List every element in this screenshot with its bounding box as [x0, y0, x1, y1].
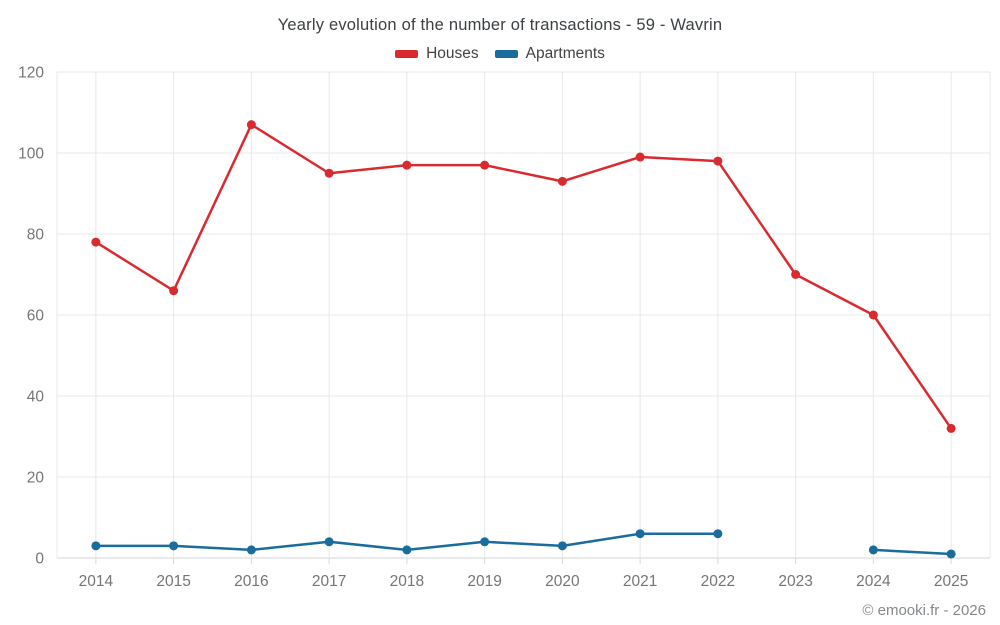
data-point-apartments-2014[interactable] — [91, 541, 101, 551]
data-point-apartments-2025[interactable] — [946, 549, 956, 559]
data-point-apartments-2024[interactable] — [868, 545, 878, 555]
x-tick-label: 2016 — [234, 573, 268, 590]
data-point-apartments-2016[interactable] — [246, 545, 256, 555]
x-tick-label: 2014 — [79, 573, 114, 590]
x-tick-label: 2025 — [934, 573, 968, 590]
data-point-houses-2024[interactable] — [868, 310, 878, 320]
x-tick-label: 2020 — [545, 573, 580, 590]
apartments-legend-label: Apartments — [525, 45, 605, 62]
y-tick-label: 120 — [18, 65, 44, 82]
y-tick-label: 0 — [35, 551, 44, 568]
x-tick-label: 2024 — [856, 573, 891, 590]
data-point-apartments-2020[interactable] — [557, 541, 567, 551]
x-tick-label: 2017 — [312, 573, 346, 590]
data-point-apartments-2018[interactable] — [402, 545, 412, 555]
legend-item-apartments[interactable]: Apartments — [494, 45, 605, 63]
houses-legend-label: Houses — [426, 45, 479, 62]
x-tick-label: 2015 — [156, 573, 190, 590]
x-tick-label: 2018 — [390, 573, 424, 590]
data-point-houses-2020[interactable] — [557, 176, 567, 186]
data-point-apartments-2021[interactable] — [635, 529, 645, 539]
credit-text: © emooki.fr - 2026 — [862, 602, 986, 619]
y-tick-label: 40 — [27, 389, 45, 406]
data-point-houses-2019[interactable] — [480, 160, 490, 170]
legend-item-houses[interactable]: Houses — [395, 45, 479, 63]
x-tick-label: 2022 — [701, 573, 735, 590]
x-tick-label: 2023 — [778, 573, 812, 590]
chart-title: Yearly evolution of the number of transa… — [277, 16, 723, 34]
data-point-houses-2025[interactable] — [946, 423, 956, 433]
apartments-legend-marker — [494, 50, 518, 58]
data-point-apartments-2019[interactable] — [480, 537, 490, 547]
data-point-houses-2022[interactable] — [713, 156, 723, 166]
data-point-apartments-2015[interactable] — [169, 541, 179, 551]
data-point-houses-2023[interactable] — [791, 270, 801, 279]
houses-line — [94, 123, 953, 430]
apartments-line — [872, 548, 953, 556]
chart-legend: Houses Apartments — [0, 45, 1000, 63]
x-tick-label: 2019 — [467, 573, 501, 590]
data-point-apartments-2022[interactable] — [713, 529, 723, 539]
data-point-houses-2014[interactable] — [91, 237, 101, 247]
x-tick-label: 2021 — [623, 573, 657, 590]
y-tick-label: 60 — [27, 308, 45, 325]
houses-legend-marker — [395, 50, 419, 58]
y-tick-label: 100 — [18, 146, 44, 163]
data-point-houses-2015[interactable] — [169, 286, 179, 296]
data-point-houses-2021[interactable] — [635, 152, 645, 162]
data-point-houses-2018[interactable] — [402, 160, 412, 170]
data-point-houses-2016[interactable] — [246, 120, 256, 130]
y-tick-label: 20 — [27, 470, 45, 487]
y-tick-label: 80 — [27, 227, 45, 244]
data-point-houses-2017[interactable] — [324, 168, 334, 178]
data-point-apartments-2017[interactable] — [324, 537, 334, 547]
